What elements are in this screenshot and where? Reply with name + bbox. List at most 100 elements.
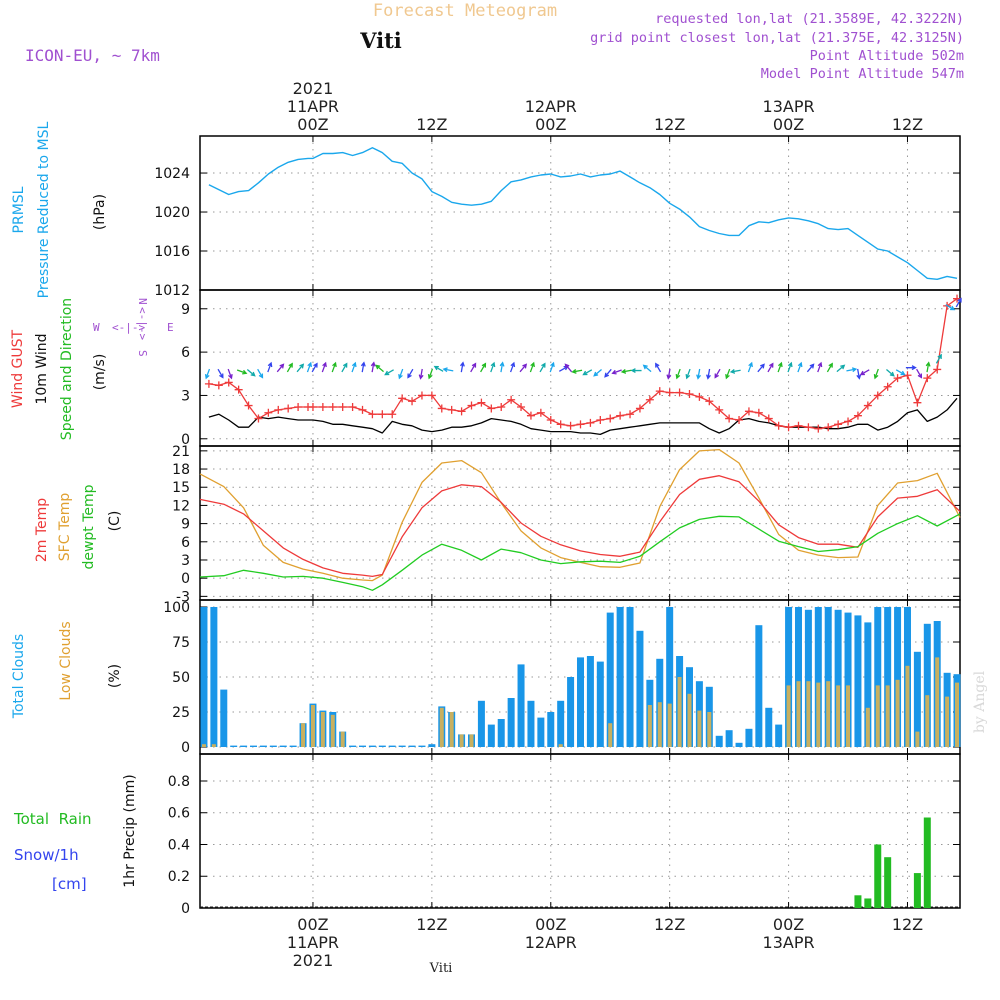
prmsl-label: PRMSL (11, 186, 27, 233)
total-cloud-bar (824, 607, 832, 747)
y-tick-label: 1020 (154, 205, 190, 221)
gust-marker (754, 408, 763, 417)
y-tick-label: 1016 (154, 244, 190, 260)
wind-direction-arrow (757, 363, 765, 373)
total-cloud-bar (854, 615, 862, 747)
snow-label: Snow/1h (14, 846, 79, 864)
wind-direction-arrow (817, 361, 823, 373)
gust-marker (328, 403, 337, 411)
gust-marker (953, 294, 962, 303)
y-tick-label: 75 (172, 635, 190, 651)
total-cloud-bar (775, 724, 783, 747)
total-cloud-bar (537, 717, 545, 747)
t2m-line (199, 475, 961, 578)
dewpoint-line (199, 513, 961, 591)
low-cloud-bar (955, 682, 960, 747)
y-tick-label: 9 (181, 302, 190, 318)
wind-direction-arrow (859, 369, 870, 376)
rain-bar (864, 898, 872, 908)
rain-bar (923, 817, 931, 908)
temperature-panel: -3 0 3 6 9 12 15 18 21 (172, 444, 961, 605)
total-cloud-bar (864, 622, 872, 747)
y-tick-label: 15 (172, 480, 190, 496)
gust-marker (378, 410, 387, 419)
gust-marker (735, 416, 744, 424)
watermark: by Angel (972, 670, 988, 733)
total-cloud-bar (210, 607, 218, 747)
total-cloud-bar (279, 745, 287, 747)
gust-marker (744, 407, 753, 416)
total-cloud-bar (923, 623, 931, 747)
low-cloud-bar (330, 714, 335, 747)
gust-marker (566, 421, 575, 430)
wind-direction-arrow (873, 368, 879, 380)
total-cloud-bar (497, 719, 505, 747)
low-cloud-bar (647, 705, 652, 747)
clouds-unit-label: (%) (107, 664, 123, 688)
total-cloud-bar (755, 625, 763, 747)
precip-frame (199, 753, 961, 909)
wind-direction-arrow (955, 297, 962, 308)
gust-marker (576, 420, 585, 429)
total-cloud-bar (240, 745, 248, 747)
wind-panel: 0 3 6 9 (181, 290, 962, 448)
gust-marker (487, 404, 496, 413)
low-cloud-bar (449, 712, 454, 747)
wind-direction-arrow (407, 368, 414, 379)
grid-point-coords: grid point closest lon,lat (21.375E, 42.… (590, 30, 964, 46)
gust-marker (655, 387, 664, 396)
pressure-frame (199, 135, 961, 291)
time-label-bottom: 00Z (535, 915, 566, 934)
gust-marker (863, 401, 872, 410)
wind-direction-arrow (916, 368, 923, 379)
wind-direction-arrow (777, 361, 783, 373)
wind-direction-arrow (725, 368, 731, 380)
time-label-top: 12Z (654, 115, 685, 134)
temp-dew-label: dewpt Temp (81, 484, 97, 569)
compass-south: S (136, 350, 149, 357)
gust-marker (873, 391, 882, 400)
gust-marker (234, 385, 243, 394)
y-tick-label: 21 (172, 444, 190, 460)
wind-direction-arrow (459, 361, 465, 373)
snow-unit-label: [cm] (52, 875, 87, 893)
total-cloud-bar (636, 630, 644, 747)
y-tick-label: 6 (181, 535, 190, 551)
gust-marker (497, 403, 506, 411)
gust-marker (725, 414, 734, 423)
wind-direction-arrow (806, 363, 815, 373)
wind-direction-arrow (236, 369, 248, 375)
total-cloud-bar (794, 607, 802, 747)
low-cloud-bar (558, 744, 563, 747)
gust-marker (408, 397, 417, 406)
low-cloud-bar (786, 685, 791, 747)
time-label-top: 00Z (297, 115, 328, 134)
total-cloud-bar (874, 607, 882, 747)
gust-marker (814, 424, 823, 433)
gust-marker (596, 416, 605, 424)
y-tick-label: 0 (181, 571, 190, 587)
wind-direction-arrow (321, 361, 327, 373)
wind-gust-label: Wind GUST (10, 329, 26, 408)
total-cloud-bar (606, 612, 614, 747)
y-tick-label: 100 (163, 600, 190, 616)
gust-marker (526, 411, 535, 420)
y-tick-label: 0 (181, 432, 190, 448)
low-cloud-bar (667, 703, 672, 747)
gust-marker (913, 398, 922, 407)
compass-ns-arrows: <-|-> (136, 307, 149, 340)
gust-marker (923, 374, 932, 383)
wind-direction-arrow (470, 362, 477, 373)
total-cloud-bar (814, 607, 822, 747)
wind-direction-arrow (351, 361, 357, 373)
total-cloud-bar (913, 651, 921, 747)
y-tick-label: 1012 (154, 283, 190, 299)
low-cloud-bar (905, 665, 910, 747)
time-label-top: 12Z (892, 115, 923, 134)
gust-marker (437, 404, 446, 413)
y-tick-label: 0 (181, 740, 190, 756)
gust-marker (715, 405, 724, 414)
low-cloud-bar (806, 681, 811, 747)
total-cloud-bar (666, 607, 674, 747)
wind-direction-arrow (217, 368, 224, 379)
